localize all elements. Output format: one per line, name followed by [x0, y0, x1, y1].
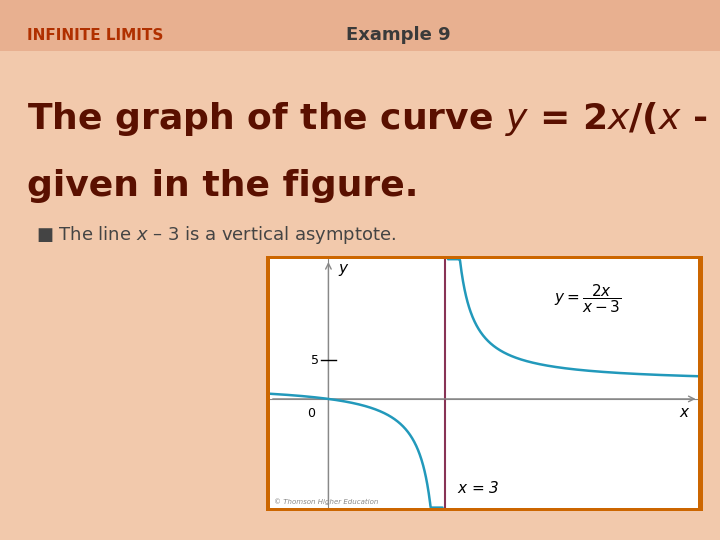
Text: $y$: $y$: [338, 261, 350, 278]
Text: 0: 0: [307, 407, 315, 420]
FancyBboxPatch shape: [266, 256, 703, 511]
Text: $x$ = 3: $x$ = 3: [457, 480, 500, 496]
Text: Example 9: Example 9: [346, 26, 450, 44]
Text: $x$: $x$: [679, 405, 690, 420]
FancyBboxPatch shape: [270, 259, 698, 508]
Text: $y = \dfrac{2x}{x-3}$: $y = \dfrac{2x}{x-3}$: [554, 282, 622, 315]
Text: given in the figure.: given in the figure.: [27, 170, 419, 203]
Text: 5: 5: [311, 354, 319, 367]
Text: INFINITE LIMITS: INFINITE LIMITS: [27, 28, 163, 43]
FancyBboxPatch shape: [0, 0, 720, 51]
Text: ■ The line $x$ – 3 is a vertical asymptote.: ■ The line $x$ – 3 is a vertical asympto…: [36, 224, 396, 246]
Text: The graph of the curve $y$ = 2$x$/($x$ - 3) is: The graph of the curve $y$ = 2$x$/($x$ -…: [27, 100, 720, 138]
Text: © Thomson Higher Education: © Thomson Higher Education: [274, 498, 378, 505]
